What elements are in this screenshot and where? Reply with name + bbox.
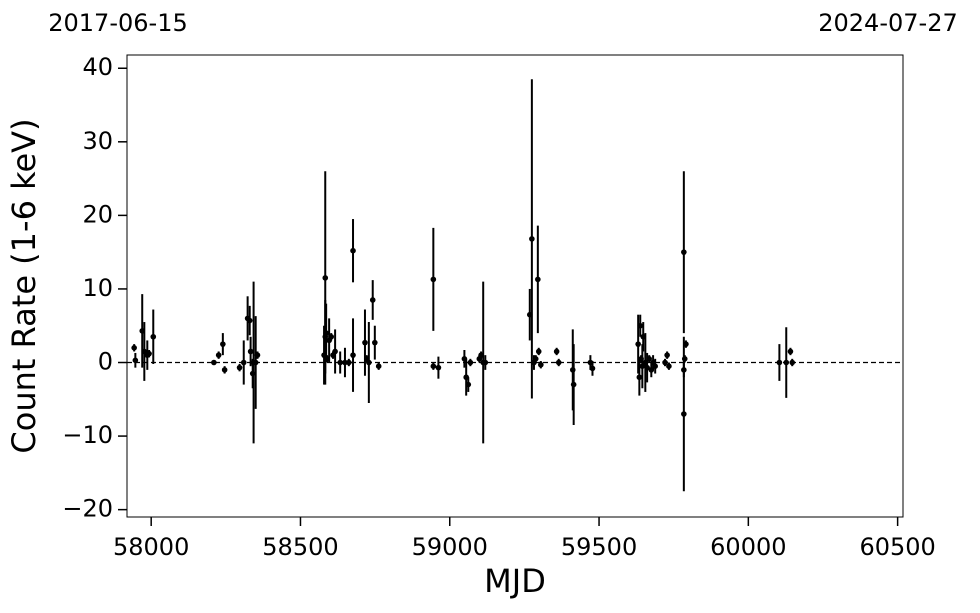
data-point (635, 341, 641, 347)
y-tick-label: 0 (98, 348, 113, 376)
data-point (139, 328, 146, 334)
y-tick-label: 40 (82, 53, 113, 81)
data-point (648, 367, 655, 373)
data-point (375, 363, 382, 369)
data-point (662, 359, 668, 366)
y-tick-label: 20 (82, 200, 113, 228)
data-point (681, 356, 688, 362)
data-point (553, 348, 560, 355)
data-point (322, 275, 329, 281)
data-point (346, 359, 352, 366)
data-point (132, 357, 139, 364)
data-point (783, 359, 790, 366)
data-point (664, 352, 670, 358)
data-point (463, 374, 469, 381)
x-tick-label: 58500 (262, 533, 338, 561)
x-tick-label: 58000 (113, 533, 189, 561)
annotation: 2024-07-27 (818, 9, 957, 37)
data-point (146, 350, 152, 357)
data-point (131, 344, 137, 351)
data-point (787, 348, 794, 355)
data-point (467, 359, 474, 366)
data-point (569, 367, 576, 373)
data-point (640, 333, 647, 340)
data-point (636, 374, 643, 381)
data-point (342, 359, 348, 366)
data-point (638, 356, 644, 362)
data-point (461, 356, 468, 362)
data-point (362, 339, 368, 346)
data-point (681, 249, 687, 255)
data-point (337, 359, 343, 366)
data-point (150, 333, 157, 340)
data-point (430, 276, 437, 283)
data-point (366, 359, 372, 366)
x-tick-label: 60500 (859, 533, 935, 561)
data-point (252, 359, 259, 366)
data-point (247, 348, 254, 355)
data-point (681, 367, 687, 373)
data-point (587, 359, 594, 366)
annotation: 2017-06-15 (48, 9, 187, 37)
data-point (526, 311, 533, 318)
data-point (236, 364, 243, 371)
data-point (240, 359, 247, 366)
y-tick-label: −10 (62, 421, 113, 449)
data-point (246, 317, 253, 324)
y-tick-label: 10 (82, 274, 113, 302)
data-point (332, 348, 338, 355)
x-tick-label: 59000 (412, 533, 488, 561)
data-point (211, 359, 217, 366)
y-tick-label: 30 (82, 127, 113, 155)
data-point (529, 236, 535, 242)
plot-area (126, 54, 904, 518)
data-point (465, 381, 472, 388)
data-point (372, 339, 378, 346)
data-point (646, 356, 653, 362)
data-point (328, 333, 335, 340)
y-axis-label: Count Rate (1-6 keV) (5, 118, 43, 453)
data-point (478, 352, 484, 358)
data-point (350, 247, 356, 254)
data-point (637, 322, 644, 329)
data-point (652, 363, 658, 369)
data-point (532, 356, 539, 362)
data-point (535, 348, 542, 355)
x-axis-label: MJD (484, 562, 546, 600)
x-tick-label: 59500 (561, 533, 637, 561)
data-point (430, 363, 437, 369)
data-point (221, 367, 228, 373)
data-point (215, 352, 222, 358)
data-point (776, 359, 783, 366)
data-point (535, 276, 541, 283)
data-point (350, 352, 356, 358)
data-point (681, 411, 687, 417)
data-point (570, 381, 577, 388)
data-point (369, 297, 376, 303)
x-tick-label: 60000 (710, 533, 786, 561)
data-point (789, 359, 796, 366)
data-point (482, 359, 489, 366)
data-point (220, 341, 226, 347)
data-point (642, 359, 649, 366)
data-point (589, 365, 596, 372)
data-point (323, 330, 329, 336)
data-point (254, 352, 261, 358)
data-point (644, 364, 650, 371)
data-point (249, 370, 256, 377)
data-point (555, 359, 562, 366)
y-tick-label: −20 (62, 495, 113, 523)
data-point (324, 356, 330, 362)
data-point (666, 363, 672, 369)
data-point (683, 341, 689, 347)
data-point (435, 364, 442, 371)
data-point (538, 361, 544, 368)
